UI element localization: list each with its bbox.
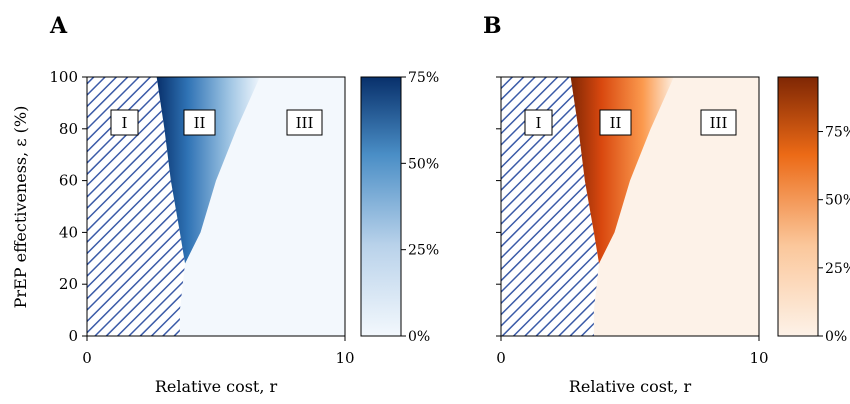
colorbar-tick-label: 25% (408, 243, 439, 259)
colorbar-tick-label: 25% (825, 261, 850, 277)
panel-label-a: A (49, 13, 68, 39)
region-label-ii-b: II (599, 109, 632, 136)
colorbar-tick-label: 75% (408, 70, 439, 86)
colorbar-tick-label: 0% (825, 329, 847, 345)
x-tick-label: 10 (335, 349, 354, 367)
colorbar-tick-label: 0% (408, 329, 430, 345)
y-tick-label: 100 (49, 68, 78, 86)
x-axis-label-a: Relative cost, r (155, 377, 278, 396)
y-tick-label: 80 (59, 120, 78, 138)
region-label-ii-a: II (183, 109, 216, 136)
svg-text:III: III (296, 114, 314, 132)
panel-a: 0 20 40 60 80 100 0 10 Relative cost, r I II I… (49, 68, 439, 396)
svg-text:I: I (536, 114, 542, 132)
x-tick-label: 0 (82, 349, 92, 367)
panel-b: 0 10 Relative cost, r I II III 0% 25% 50% 75… (496, 76, 850, 396)
plot-frame-b (500, 76, 760, 337)
x-tick-label: 0 (496, 349, 506, 367)
colorbar-b (777, 76, 819, 337)
region-i-hatch-b (501, 77, 600, 336)
x-axis-label-b: Relative cost, r (569, 377, 692, 396)
region-label-i-a: I (110, 109, 139, 136)
y-tick-label: 20 (59, 275, 78, 293)
x-tick-label: 10 (749, 349, 768, 367)
colorbar-tick-label: 75% (825, 125, 850, 141)
svg-text:III: III (710, 114, 728, 132)
region-label-i-b: I (524, 109, 553, 136)
region-ii-gradient-a (156, 77, 260, 264)
svg-text:II: II (194, 114, 206, 132)
region-label-iii-b: III (700, 109, 737, 136)
plot-frame-a (86, 76, 346, 337)
y-tick-label: 0 (68, 327, 78, 345)
region-label-iii-a: III (286, 109, 323, 136)
panel-label-b: B (483, 13, 502, 39)
colorbar-tick-label: 50% (408, 156, 439, 172)
colorbar-tick-label: 50% (825, 193, 850, 209)
region-ii-gradient-b (570, 77, 674, 264)
y-tick-label: 60 (59, 172, 78, 190)
svg-text:I: I (122, 114, 128, 132)
colorbar-a (360, 76, 402, 337)
y-tick-label: 40 (59, 223, 78, 241)
svg-text:II: II (610, 114, 622, 132)
y-axis-label: PrEP effectiveness, ε (%) (11, 106, 30, 309)
region-i-hatch-a (87, 77, 186, 336)
